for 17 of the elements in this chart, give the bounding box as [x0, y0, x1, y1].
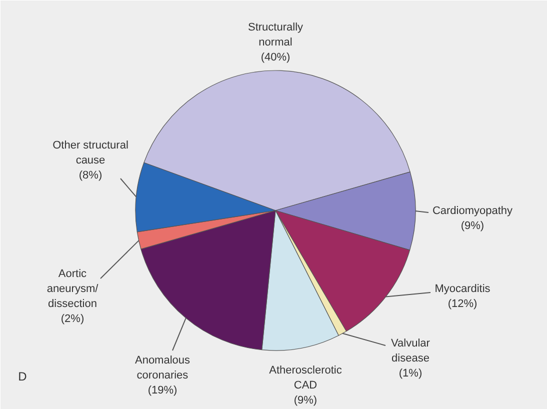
data-label: (40%) [260, 52, 290, 64]
slice-label: Anomalous coronaries [134, 354, 191, 382]
slice-label: Cardiomyopathy [432, 205, 514, 217]
slice-label: Valvular disease [391, 338, 430, 364]
data-label: (1%) [398, 368, 422, 380]
data-label: (12%) [448, 298, 478, 310]
slice-label: Structurally normal [248, 22, 304, 48]
data-label: (19%) [148, 384, 178, 396]
data-label: (9%) [460, 220, 484, 232]
data-label: (9%) [294, 394, 318, 406]
data-label: (8%) [78, 170, 102, 182]
slice-label: Atherosclerotic CAD [269, 364, 342, 392]
slice-label: Aortic aneurysm/ dissection [46, 268, 100, 310]
data-label: (2%) [60, 313, 84, 325]
slice-label: Myocarditis [434, 283, 491, 295]
slice-label: Other structural cause [52, 140, 128, 166]
text: D [18, 370, 28, 384]
